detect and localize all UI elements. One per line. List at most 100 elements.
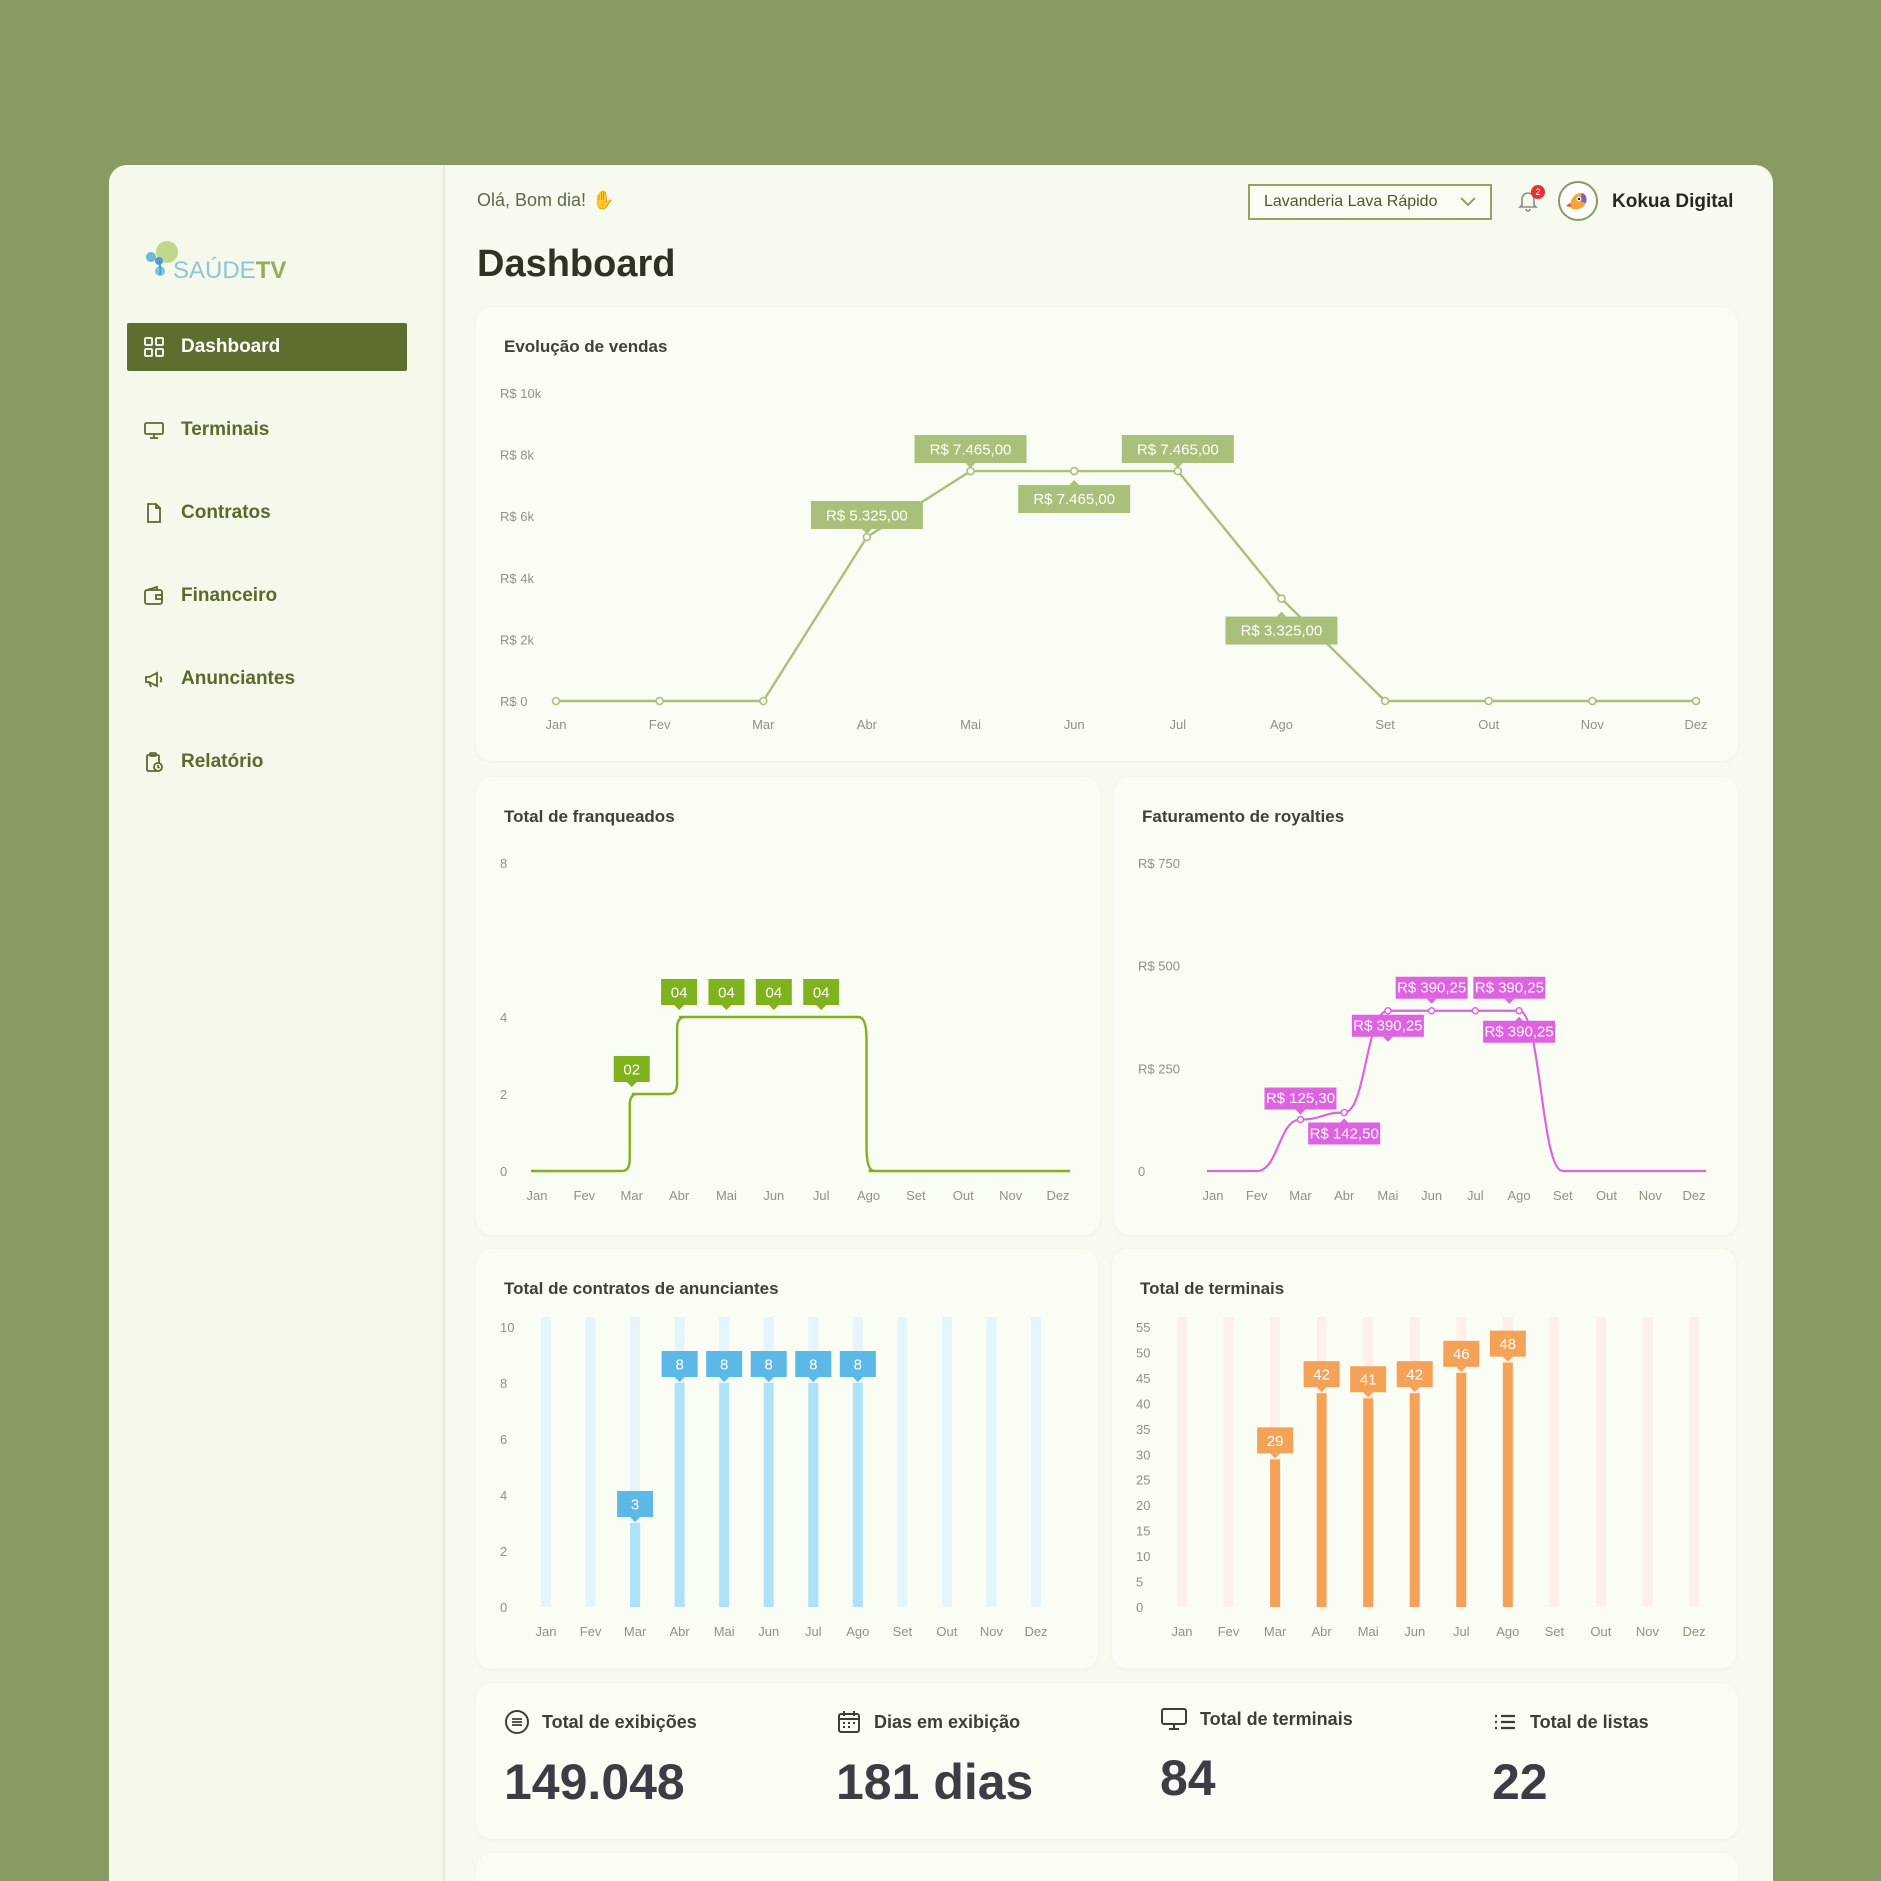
data-point [1173, 466, 1183, 476]
data-label-text: R$ 390,25 [1353, 1017, 1422, 1034]
data-label: 29 [1257, 1427, 1294, 1459]
sidebar-item-label: Terminais [181, 419, 270, 440]
stat-value: 22 [1492, 1754, 1548, 1810]
data-label-box [914, 435, 1027, 464]
data-label-text: 46 [1453, 1346, 1470, 1363]
x-tick-label: Jan [1203, 1188, 1224, 1203]
y-tick-label: 20 [1136, 1498, 1150, 1513]
x-tick-label: Jul [1453, 1624, 1470, 1639]
contracts-bar-chart: 0 2 4 6 8 10 Jan Fev Mar Abr Mai Jun Jul Ago Set Out Nov… [500, 1317, 1048, 1639]
data-label-pointer [626, 1082, 637, 1087]
bar-track [585, 1317, 596, 1607]
x-tick-label: Dez [1682, 1188, 1705, 1203]
data-label-pointer [1295, 1109, 1306, 1115]
user-name: Kokua Digital [1612, 191, 1734, 212]
data-label-box [1121, 435, 1234, 464]
y-tick-label: 8 [500, 856, 507, 871]
royalties-chart-title: Faturamento de royalties [1142, 807, 1345, 826]
data-point [655, 696, 664, 706]
x-tick-label: Mar [1289, 1188, 1312, 1203]
data-label-text: R$ 142,50 [1310, 1125, 1379, 1142]
data-label: 48 [1489, 1330, 1526, 1362]
franchise-chart-card: Total de franqueados 0 2 4 8 Jan Fev Mar Abr Mai… [476, 777, 1100, 1235]
next-section-card [476, 1853, 1738, 1881]
data-label-text: 8 [720, 1356, 728, 1373]
sidebar-item-anunciantes[interactable]: Anunciantes [127, 655, 407, 703]
bar-track [1595, 1317, 1606, 1607]
data-label-pointer [1382, 1036, 1393, 1042]
data-label: 8 [661, 1351, 698, 1382]
x-tick-label: Nov [1581, 717, 1605, 732]
data-label: 04 [708, 979, 745, 1010]
x-tick-label: Mai [1358, 1624, 1379, 1639]
data-label: R$ 7.465,00 [1121, 435, 1234, 469]
data-label-pointer [763, 1377, 774, 1382]
data-label-pointer [816, 1005, 827, 1010]
logo[interactable]: SAÚDETV [143, 239, 303, 289]
bar [808, 1383, 819, 1607]
x-tick-label: Jun [763, 1188, 784, 1203]
data-label: 04 [803, 979, 840, 1010]
data-label: 8 [750, 1351, 787, 1382]
x-tick-label: Ago [857, 1188, 880, 1203]
y-tick-label: 25 [1136, 1473, 1150, 1488]
data-label-pointer [1276, 611, 1287, 617]
sales-chart-card: Evolução de vendas R$ 0 R$ 2k R$ 4k R$ 6k R$… [476, 307, 1738, 761]
app-window: SAÚDETV Dashboard Terminais Contratos [109, 165, 1773, 1881]
store-select[interactable]: Lavanderia Lava Rápido [1248, 184, 1492, 220]
data-label-text: R$ 125,30 [1266, 1090, 1335, 1107]
stat-value: 84 [1160, 1750, 1216, 1806]
main-content: Olá, Bom dia! ✋ Dashboard Lavanderia Lava… [444, 165, 1773, 1881]
sidebar-item-financeiro[interactable]: Financeiro [127, 572, 407, 620]
y-tick-label: 5 [1136, 1575, 1143, 1590]
franchise-chart-title: Total de franqueados [504, 807, 675, 826]
data-label-pointer [1456, 1366, 1467, 1372]
data-label-box [661, 979, 698, 1005]
data-point [758, 696, 768, 706]
x-tick-label: Mai [1377, 1188, 1398, 1203]
avatar[interactable] [1558, 181, 1598, 221]
sidebar-item-label: Financeiro [181, 585, 278, 606]
notifications-button[interactable]: 2 [1517, 185, 1545, 215]
data-label-text: R$ 7.465,00 [1033, 491, 1115, 508]
data-label-pointer [808, 1377, 819, 1382]
sidebar-item-relatorio[interactable]: Relatório [127, 738, 407, 786]
y-tick-label: 4 [500, 1010, 507, 1025]
sidebar-item-terminais[interactable]: Terminais [127, 406, 407, 454]
x-tick-label: Abr [670, 1624, 691, 1639]
x-tick-label: Abr [1334, 1188, 1355, 1203]
x-tick-label: Jun [1404, 1624, 1425, 1639]
x-tick-label: Mai [716, 1188, 737, 1203]
contracts-chart-card: Total de contratos de anunciantes 0 2 4 6 8 1… [476, 1249, 1098, 1669]
x-tick-label: Jan [1172, 1624, 1193, 1639]
greeting: Olá, Bom dia! ✋ [477, 190, 614, 211]
data-label-text: 8 [809, 1356, 817, 1373]
data-label-pointer [1316, 1387, 1327, 1393]
stat-header: Total de terminais [1160, 1707, 1353, 1731]
x-tick-label: Out [936, 1624, 957, 1639]
data-label-text: R$ 5.325,00 [826, 507, 908, 524]
y-tick-label: R$ 750 [1138, 856, 1180, 871]
sidebar-item-contratos[interactable]: Contratos [127, 489, 407, 537]
bar [1502, 1362, 1513, 1607]
data-point [1296, 1115, 1305, 1124]
greeting-text: Olá, Bom dia! [477, 190, 587, 210]
sidebar-item-dashboard[interactable]: Dashboard [127, 323, 407, 371]
stat-dias-exibicao: Dias em exibição 181 dias [836, 1709, 1033, 1811]
contracts-chart-title: Total de contratos de anunciantes [504, 1279, 779, 1298]
data-label-pointer [1502, 1356, 1513, 1362]
data-label-box [795, 1351, 832, 1377]
y-tick-label: R$ 2k [500, 632, 534, 647]
sidebar-item-label: Relatório [181, 751, 264, 772]
sales-chart-title: Evolução de vendas [504, 337, 668, 356]
data-label-box [617, 1491, 654, 1517]
bar-track [1549, 1317, 1560, 1607]
data-label-text: 04 [765, 984, 782, 1001]
data-label-box [1351, 1014, 1424, 1037]
bar [1363, 1398, 1374, 1607]
data-label-box [1018, 485, 1131, 514]
data-label: 46 [1443, 1340, 1480, 1372]
data-label: R$ 390,25 [1473, 976, 1546, 1004]
sidebar: SAÚDETV Dashboard Terminais Contratos [109, 165, 445, 1881]
